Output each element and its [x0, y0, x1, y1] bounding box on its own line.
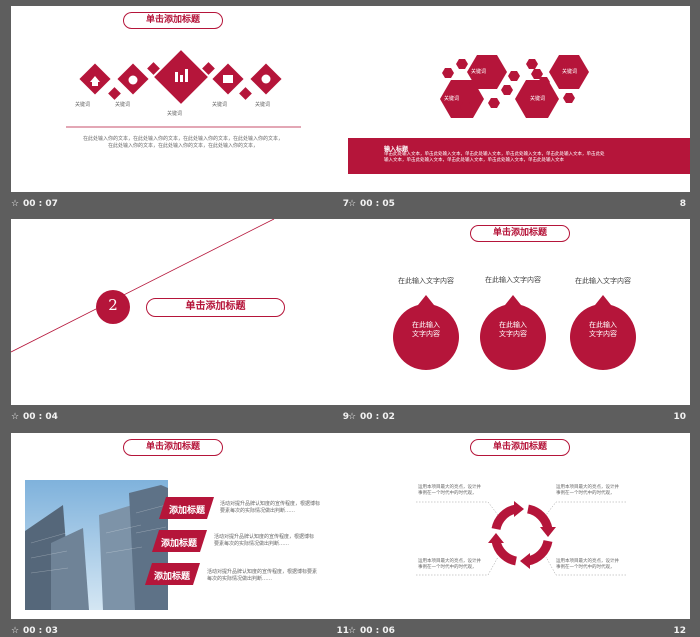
star-icon: ☆	[11, 199, 20, 209]
transition-time: 00 : 07	[23, 199, 58, 209]
body-line: 在此处输入你的文本，在此处输入你的文本，在此处输入你的文本，	[107, 143, 258, 149]
keyword-label: 关键词	[530, 96, 546, 102]
star-icon: ☆	[348, 626, 357, 636]
band-title: 输入标题	[384, 146, 409, 153]
slide-footer: ☆ 00 : 05 8	[348, 196, 690, 214]
slide-title: 单击添加标题	[123, 439, 223, 456]
slide-number: 9	[342, 412, 349, 422]
note-line: 事例在一个时代中的时代观，	[556, 565, 615, 570]
tab-description: 活动对提升品牌认知度的宣传程度，根据博标要素 每次的实际情况做出判断……	[207, 569, 348, 583]
note-line: 运用本项目最大的亮点，设计并	[418, 485, 481, 490]
body-text: 在此处输入你的文本，在此处输入你的文本，在此处输入你的文本，在此处输入你的文本，…	[78, 136, 288, 150]
tab-description: 活动对提升品牌认知度的宣传程度，根据博标 要素每次的实际情况做出判断……	[214, 534, 348, 548]
keyword-label: 关键词	[167, 111, 183, 117]
transition-time: 00 : 04	[23, 412, 58, 422]
body-line: 在此处输入你的文本，在此处输入你的文本，在此处输入你的文本，在此处输入你的文本，	[82, 136, 283, 142]
keyword-label: 关键词	[75, 102, 91, 108]
star-icon: ☆	[11, 626, 20, 636]
bubble-line: 文字内容	[412, 330, 440, 338]
slide-footer: ☆ 00 : 03 11	[11, 623, 353, 637]
star-icon: ☆	[348, 412, 357, 422]
slide-number: 10	[673, 412, 686, 422]
diamond-icons-graphic	[66, 50, 301, 128]
slide-title: 单击添加标题	[470, 225, 570, 242]
tab-label: 添加标题	[169, 506, 206, 516]
slide-canvas: 单击添加标题 在此输入文字内容 在此输入文字内容 在此输入文字内容 在此输入 文…	[348, 219, 690, 405]
transition-time: 00 : 05	[360, 199, 395, 209]
keyword-label: 关键词	[212, 102, 228, 108]
bubble-line: 在此输入	[589, 321, 617, 329]
tab-label: 添加标题	[161, 539, 198, 549]
note-line: 运用本项目最大的亮点，设计并	[556, 485, 619, 490]
band-text: 单击此处输入文本，单击此处输入文本，单击此处输入文本，单击此处输入文本，单击此处…	[384, 152, 605, 164]
slide-canvas: 2 单击添加标题	[11, 219, 353, 405]
keyword-label: 关键词	[115, 102, 131, 108]
slide-title: 单击添加标题	[123, 12, 223, 29]
band-line: 单击此处输入文本，单击此处输入文本，单击此处输入文本，单击此处输入文本，单击此处…	[384, 152, 605, 157]
keyword-label: 关键词	[471, 69, 487, 75]
slide-number: 7	[342, 199, 349, 209]
description-line: 要素每次的实际情况做出判断……	[214, 541, 290, 547]
transition-time: 00 : 06	[360, 626, 395, 636]
building-photo-graphic	[25, 480, 214, 610]
description-line: 每次的实际情况做出判断……	[207, 576, 273, 582]
bubble-caption: 在此输入文字内容	[398, 277, 454, 285]
teardrop-bubbles-graphic	[393, 295, 636, 371]
description-line: 要素每次的实际情况做出判断……	[220, 508, 296, 514]
bubble-caption: 在此输入文字内容	[485, 276, 541, 284]
note-line: 事例在一个时代中的时代观，	[418, 565, 477, 570]
cycle-note: 运用本项目最大的亮点，设计并 事例在一个时代中的时代观，	[556, 485, 636, 497]
slide-canvas: 单击添加标题	[11, 6, 353, 192]
transition-time: 00 : 02	[360, 412, 395, 422]
keyword-label: 关键词	[255, 102, 271, 108]
slide-number: 8	[679, 199, 686, 209]
bubble-text: 在此输入 文字内容	[573, 321, 633, 339]
star-icon: ☆	[11, 412, 20, 422]
description-line: 活动对提升品牌认知度的宣传程度，根据博标	[214, 534, 315, 540]
bubble-text: 在此输入 文字内容	[396, 321, 456, 339]
bubble-line: 文字内容	[589, 330, 617, 338]
cycle-arrows-graphic	[416, 501, 626, 576]
transition-time: 00 : 03	[23, 626, 58, 636]
note-line: 事例在一个时代中的时代观，	[418, 491, 477, 496]
slide-footer: ☆ 00 : 06 12	[348, 623, 690, 637]
cycle-note: 运用本项目最大的亮点，设计并 事例在一个时代中的时代观，	[418, 485, 498, 497]
slide-number: 12	[673, 626, 686, 636]
keyword-label: 关键词	[444, 96, 460, 102]
slide-canvas: 单击添加标题	[11, 433, 353, 619]
hexagon-graphic	[348, 55, 690, 174]
note-line: 运用本项目最大的亮点，设计并	[418, 559, 481, 564]
cycle-note: 运用本项目最大的亮点，设计并 事例在一个时代中的时代观，	[556, 559, 636, 571]
description-line: 活动对提升品牌认知度的宣传程度，根据博标	[220, 501, 321, 507]
note-line: 事例在一个时代中的时代观，	[556, 491, 615, 496]
note-line: 运用本项目最大的亮点，设计并	[556, 559, 619, 564]
slide-canvas: 单击添加标题	[348, 433, 690, 619]
slide-number: 11	[336, 626, 349, 636]
slide-canvas: 关键词 关键词 关键词 关键词 输入标题 单击此处输入文本，单击此处输入文本，单…	[348, 6, 690, 192]
bubble-line: 在此输入	[412, 321, 440, 329]
tab-label: 添加标题	[154, 572, 191, 582]
diagonal-line-graphic	[11, 219, 275, 353]
bubble-line: 在此输入	[499, 321, 527, 329]
cycle-note: 运用本项目最大的亮点，设计并 事例在一个时代中的时代观，	[418, 559, 498, 571]
bubble-text: 在此输入 文字内容	[483, 321, 543, 339]
keyword-label: 关键词	[562, 69, 578, 75]
slide-title: 单击添加标题	[470, 439, 570, 456]
slide-footer: ☆ 00 : 04 9	[11, 409, 353, 427]
star-icon: ☆	[348, 199, 357, 209]
slide-footer: ☆ 00 : 07 7	[11, 196, 353, 214]
section-number: 2	[108, 296, 118, 314]
bubble-caption: 在此输入文字内容	[575, 277, 631, 285]
slide-footer: ☆ 00 : 02 10	[348, 409, 690, 427]
band-line: 输入文本，单击此处输入文本，单击此处输入文本，单击此处输入文本，单击此处输入文本	[384, 158, 564, 163]
tab-description: 活动对提升品牌认知度的宣传程度，根据博标 要素每次的实际情况做出判断……	[220, 501, 348, 515]
bubble-line: 文字内容	[499, 330, 527, 338]
section-title: 单击添加标题	[146, 298, 285, 317]
description-line: 活动对提升品牌认知度的宣传程度，根据博标要素	[207, 569, 318, 575]
